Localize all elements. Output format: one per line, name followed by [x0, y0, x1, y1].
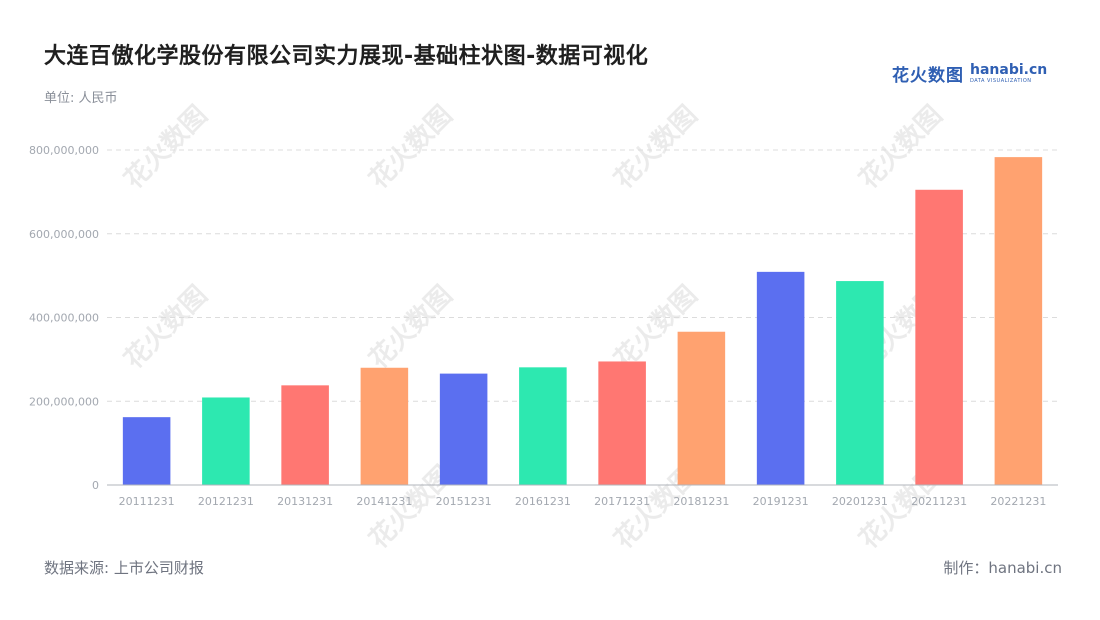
- bar-20161231: [519, 367, 567, 485]
- bar-20111231: [123, 417, 171, 485]
- bar-20211231: [915, 190, 963, 485]
- x-tick-label: 20131231: [277, 495, 333, 508]
- y-axis-ticks: 0 200,000,000 400,000,000 600,000,000 800,00…: [29, 144, 99, 492]
- watermark-text: 花火数图: [119, 100, 214, 195]
- watermark-text: 花火数图: [609, 100, 704, 195]
- x-tick-label: 20181231: [673, 495, 729, 508]
- x-tick-label: 20161231: [515, 495, 571, 508]
- x-tick-label: 20221231: [990, 495, 1046, 508]
- bar-20141231: [361, 368, 409, 485]
- data-source: 数据来源: 上市公司财报: [44, 557, 204, 578]
- x-tick-label: 20191231: [753, 495, 809, 508]
- bar-20181231: [678, 332, 726, 485]
- x-tick-label: 20201231: [832, 495, 888, 508]
- x-tick-label: 20211231: [911, 495, 967, 508]
- bar-20191231: [757, 272, 805, 485]
- watermark-text: 花火数图: [364, 280, 459, 375]
- x-tick-label: 20171231: [594, 495, 650, 508]
- bar-20151231: [440, 374, 488, 485]
- x-tick-label: 20121231: [198, 495, 254, 508]
- watermark-text: 花火数图: [119, 280, 214, 375]
- watermark-text: 花火数图: [854, 100, 949, 195]
- y-tick-label: 0: [92, 479, 99, 492]
- y-tick-label: 800,000,000: [29, 144, 99, 157]
- watermark-text: 花火数图: [364, 100, 459, 195]
- bar-20121231: [202, 397, 250, 485]
- x-tick-label: 20111231: [119, 495, 175, 508]
- bar-20221231: [995, 157, 1043, 485]
- y-tick-label: 200,000,000: [29, 395, 99, 408]
- x-tick-label: 20141231: [356, 495, 412, 508]
- bar-20131231: [281, 385, 329, 485]
- maker-credit: 制作：hanabi.cn: [943, 557, 1062, 578]
- bar-20201231: [836, 281, 884, 485]
- y-tick-label: 600,000,000: [29, 228, 99, 241]
- x-tick-label: 20151231: [436, 495, 492, 508]
- bar-20171231: [598, 361, 646, 485]
- y-tick-label: 400,000,000: [29, 312, 99, 325]
